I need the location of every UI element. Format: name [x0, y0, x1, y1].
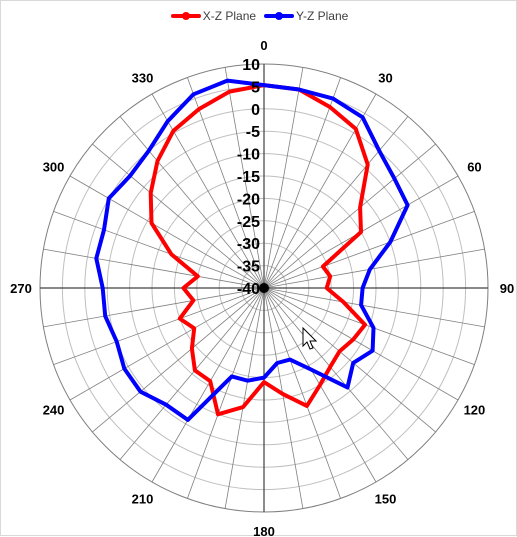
grid-spoke	[263, 287, 485, 328]
angle-tick-label: 120	[464, 403, 486, 418]
angle-tick-label: 210	[132, 491, 154, 506]
grid-spoke	[92, 287, 265, 433]
angle-tick-label: 60	[467, 160, 481, 175]
radial-tick-label: -30	[237, 236, 260, 253]
grid-spoke	[69, 287, 265, 401]
center-point	[259, 283, 269, 293]
legend-label-xz: X-Z Plane	[202, 9, 257, 23]
grid-spoke	[263, 93, 377, 289]
radial-tick-label: -15	[237, 169, 260, 186]
grid-spoke	[263, 116, 409, 289]
grid-spoke	[263, 67, 304, 289]
radial-tick-label: 0	[251, 102, 260, 119]
grid-spoke	[263, 287, 436, 433]
grid-spoke	[263, 287, 409, 460]
legend-swatch-xz	[170, 12, 201, 20]
angle-tick-label: 0	[260, 38, 267, 53]
grid-spoke	[263, 287, 304, 509]
angle-tick-label: 150	[375, 491, 397, 506]
grid-spoke	[224, 287, 265, 509]
angle-tick-label: 330	[132, 71, 154, 86]
radial-tick-label: 5	[251, 79, 260, 96]
legend-item-yz: Y-Z Plane	[264, 9, 348, 23]
grid-spoke	[263, 211, 475, 289]
grid-spoke	[187, 77, 265, 289]
legend-swatch-yz	[264, 12, 295, 20]
radial-tick-label: -25	[237, 214, 260, 231]
grid-spoke	[151, 93, 265, 289]
grid-spoke	[53, 211, 265, 289]
radial-tick-label: -10	[237, 147, 260, 164]
grid-spoke	[119, 116, 265, 289]
radial-tick-label: -5	[246, 124, 260, 141]
radial-tick-label: -40	[237, 281, 260, 298]
grid-spoke	[119, 287, 265, 460]
radial-tick-label: -20	[237, 191, 260, 208]
angle-tick-label: 300	[43, 160, 65, 175]
angle-tick-label: 270	[10, 281, 32, 296]
grid-spoke	[263, 287, 459, 401]
angle-tick-label: 240	[43, 403, 65, 418]
legend-item-xz: X-Z Plane	[170, 9, 257, 23]
grid-spoke	[43, 248, 265, 289]
grid-spoke	[43, 287, 265, 328]
legend: X-Z Plane Y-Z Plane	[1, 5, 517, 27]
legend-label-yz: Y-Z Plane	[296, 9, 349, 23]
grid-spoke	[263, 248, 485, 289]
grid-spoke	[151, 287, 265, 483]
mouse-cursor-icon	[302, 326, 318, 350]
grid-spoke	[263, 77, 341, 289]
series-line-yz-plane	[94, 78, 410, 422]
angle-tick-label: 30	[378, 71, 392, 86]
grid-spoke	[224, 67, 265, 289]
grid-spoke	[53, 287, 265, 365]
grid-spoke	[263, 287, 475, 365]
angle-tick-label: 90	[500, 281, 514, 296]
grid-spoke	[69, 175, 265, 289]
grid-spoke	[263, 287, 341, 499]
grid-spoke	[263, 143, 436, 289]
angle-tick-label: 180	[253, 524, 275, 537]
radial-tick-label: -35	[237, 259, 260, 276]
grid-spoke	[92, 143, 265, 289]
series-line-xz-plane	[148, 83, 370, 417]
grid-spoke	[187, 287, 265, 499]
radial-tick-label: 10	[242, 57, 260, 74]
